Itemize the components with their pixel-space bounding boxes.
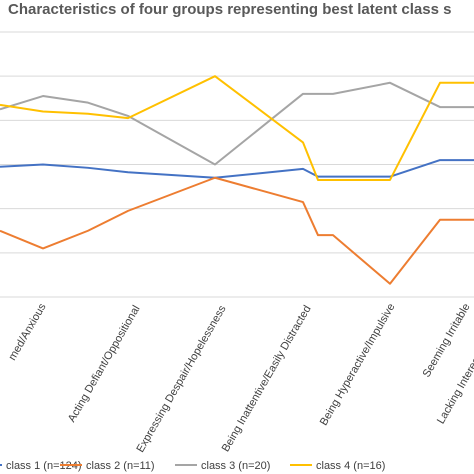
legend-label-class-1: class 1 (n=124) bbox=[6, 460, 82, 472]
series-line-class-3 bbox=[0, 81, 474, 166]
series-line-class-1 bbox=[0, 159, 474, 179]
series-line-class-4 bbox=[0, 75, 474, 181]
x-tick-label: Acting Defiant/Oppositional bbox=[66, 304, 143, 425]
x-tick-label: Expressing Despair/Hopelessness bbox=[134, 303, 228, 455]
x-tick-label: Lacking Interes bbox=[435, 355, 474, 426]
x-tick-label: Being Hyperactive/Impulsive bbox=[318, 302, 398, 428]
x-axis-tick-labels: med/Anxious Acting Defiant/OppositionalEx… bbox=[6, 301, 474, 455]
x-tick-label: Being Inattentive/Easily Distracted bbox=[220, 304, 314, 455]
series-lines bbox=[0, 75, 474, 285]
chart-title: Characteristics of four groups represent… bbox=[8, 1, 452, 18]
x-tick-label: med/Anxious bbox=[6, 301, 48, 363]
legend: class 1 (n=124) class 2 (n=11) class 3 (n=… bbox=[0, 460, 385, 472]
legend-label-class-3: class 3 (n=20) bbox=[201, 460, 270, 472]
legend-label-class-2: class 2 (n=11) bbox=[86, 460, 155, 472]
series-line-class-2 bbox=[0, 176, 474, 285]
legend-label-class-4: class 4 (n=16) bbox=[316, 460, 385, 472]
gridlines bbox=[0, 31, 474, 298]
